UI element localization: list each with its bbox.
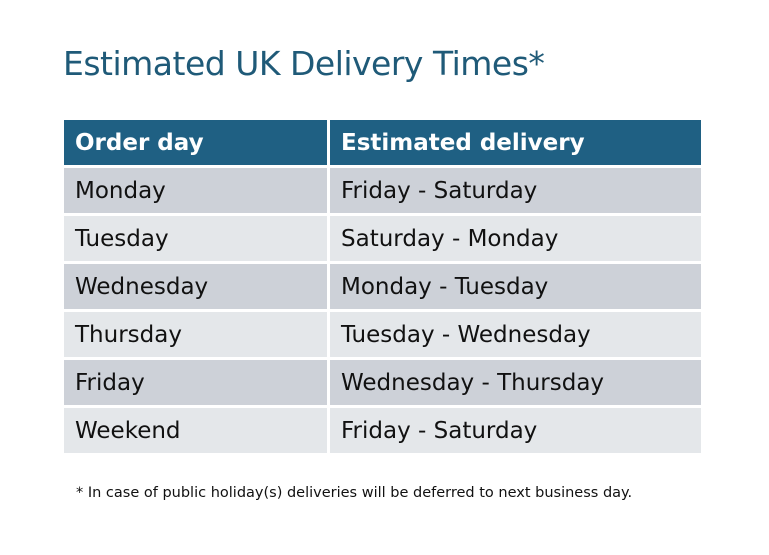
header-order-day: Order day xyxy=(64,120,327,165)
footnote: * In case of public holiday(s) deliverie… xyxy=(76,485,633,501)
cell-order-day: Tuesday xyxy=(64,216,327,261)
cell-estimated-delivery: Tuesday - Wednesday xyxy=(330,312,701,357)
cell-order-day: Thursday xyxy=(64,312,327,357)
cell-estimated-delivery: Friday - Saturday xyxy=(330,408,701,453)
cell-estimated-delivery: Saturday - Monday xyxy=(330,216,701,261)
cell-order-day: Monday xyxy=(64,168,327,213)
header-estimated-delivery: Estimated delivery xyxy=(330,120,701,165)
cell-estimated-delivery: Friday - Saturday xyxy=(330,168,701,213)
cell-order-day: Friday xyxy=(64,360,327,405)
cell-estimated-delivery: Monday - Tuesday xyxy=(330,264,701,309)
cell-order-day: Wednesday xyxy=(64,264,327,309)
delivery-times-table: Order day Estimated delivery Monday Frid… xyxy=(64,120,701,453)
cell-estimated-delivery: Wednesday - Thursday xyxy=(330,360,701,405)
cell-order-day: Weekend xyxy=(64,408,327,453)
page-title: Estimated UK Delivery Times* xyxy=(63,44,545,83)
